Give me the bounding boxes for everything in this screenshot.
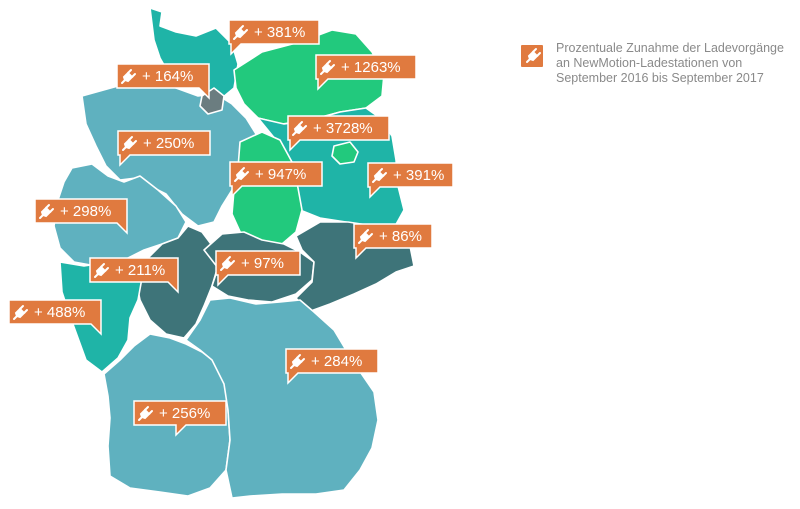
label-text-hamburg: + 164% xyxy=(142,68,193,85)
label-text-berlin: + 3728% xyxy=(313,120,373,137)
label-sachsen: + 86% xyxy=(353,223,433,260)
plug-icon xyxy=(220,256,235,271)
label-sachsen-anhalt: + 947% xyxy=(229,161,323,198)
plug-icon xyxy=(94,263,109,278)
label-niedersachsen: + 250% xyxy=(117,130,211,167)
state-bayern xyxy=(185,297,379,499)
plug-icon xyxy=(233,25,248,40)
label-text-thueringen: + 97% xyxy=(241,255,284,272)
legend-text: Prozentuale Zunahme der Ladevorgänge an … xyxy=(556,41,784,85)
label-text-niedersachsen: + 250% xyxy=(143,135,194,152)
plug-icon xyxy=(39,204,54,219)
label-bayern: + 284% xyxy=(285,348,379,385)
plug-icon xyxy=(138,406,153,421)
label-hamburg: + 164% xyxy=(116,63,210,100)
state-berlin xyxy=(331,141,359,165)
label-hessen: + 211% xyxy=(89,257,179,294)
plug-icon xyxy=(520,44,544,68)
label-text-sachsen-anhalt: + 947% xyxy=(255,166,306,183)
label-text-brandenburg: + 391% xyxy=(393,167,444,184)
label-schleswig-holstein: + 381% xyxy=(228,19,320,56)
plug-icon xyxy=(358,229,373,244)
label-text-rheinland-pfalz: + 488% xyxy=(34,304,85,321)
label-text-schleswig-holstein: + 381% xyxy=(254,24,305,41)
plug-icon xyxy=(292,121,307,136)
plug-icon xyxy=(290,354,305,369)
label-thueringen: + 97% xyxy=(215,250,301,287)
plug-icon xyxy=(320,60,335,75)
label-text-nordrhein-westfalen: + 298% xyxy=(60,203,111,220)
label-rheinland-pfalz: + 488% xyxy=(8,299,102,336)
label-baden-wuerttemberg: + 256% xyxy=(133,400,227,437)
label-text-mecklenburg-vorpommern: + 1263% xyxy=(341,59,401,76)
plug-icon xyxy=(122,136,137,151)
label-nordrhein-westfalen: + 298% xyxy=(34,198,128,235)
plug-icon xyxy=(234,167,249,182)
plug-icon xyxy=(13,305,28,320)
label-text-bayern: + 284% xyxy=(311,353,362,370)
label-text-baden-wuerttemberg: + 256% xyxy=(159,405,210,422)
label-mecklenburg-vorpommern: + 1263% xyxy=(315,54,417,91)
label-text-hessen: + 211% xyxy=(115,262,165,279)
label-berlin: + 3728% xyxy=(287,115,390,152)
label-brandenburg: + 391% xyxy=(367,162,454,199)
plug-icon xyxy=(121,69,136,84)
label-text-sachsen: + 86% xyxy=(379,228,422,245)
plug-icon xyxy=(372,168,387,183)
